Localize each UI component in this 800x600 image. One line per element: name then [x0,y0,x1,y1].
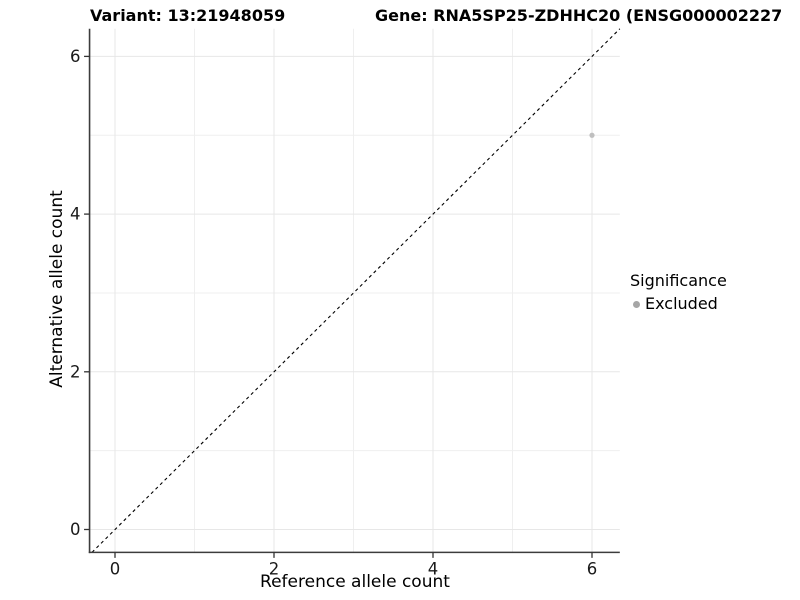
x-tick-label: 0 [110,559,121,578]
y-tick-label: 0 [70,520,81,539]
y-tick-label: 6 [70,47,81,66]
legend: Significance Excluded [630,271,727,314]
x-tick-label: 6 [587,559,598,578]
legend-item-label: Excluded [645,294,718,313]
identity-line [91,28,621,553]
plot-title-variant: Variant: 13:21948059 [90,6,286,25]
legend-item-excluded: Excluded [630,294,727,314]
legend-title: Significance [630,271,727,290]
x-axis-title: Reference allele count [260,572,450,592]
x-tick-label: 2 [269,559,280,578]
data-point [589,132,595,138]
y-axis-title: Alternative allele count [47,190,67,388]
excluded-point-icon [633,300,640,308]
x-tick-label: 4 [428,559,439,578]
plot-title-gene: Gene: RNA5SP25-ZDHHC20 (ENSG000002227 [375,6,783,25]
y-tick-label: 2 [70,362,81,381]
y-tick-label: 4 [70,205,81,224]
